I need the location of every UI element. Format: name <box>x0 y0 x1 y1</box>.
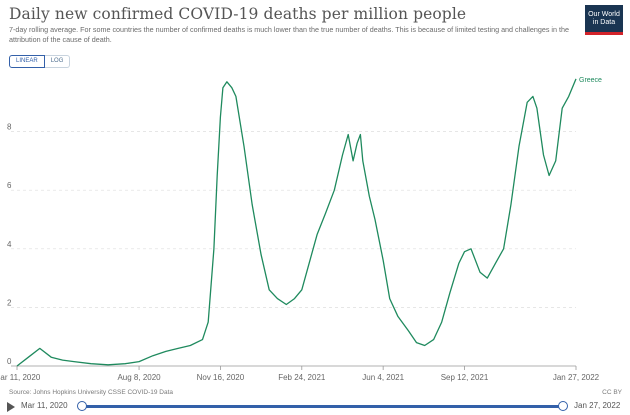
source-note[interactable]: Source: Johns Hopkins University CSSE CO… <box>9 389 174 396</box>
timeline-slider: Mar 11, 2020 Jan 27, 2022 <box>0 399 630 415</box>
series-line-greece <box>16 78 577 367</box>
line-chart: 0 2 4 6 8 Mar 11, 2020 Aug 8, 2020 Nov 16, 2020… <box>0 77 602 382</box>
log-scale-button[interactable]: LOG <box>44 55 71 68</box>
x-tick-label: Jan 27, 2022 <box>553 373 600 382</box>
x-tick-label: Nov 16, 2020 <box>197 373 245 382</box>
y-tick-label: 2 <box>7 298 12 307</box>
play-icon[interactable] <box>7 402 15 412</box>
chart-subtitle: 7-day rolling average. For some countrie… <box>9 25 569 44</box>
x-tick-label: Feb 24, 2021 <box>278 373 326 382</box>
y-tick-label: 8 <box>7 123 12 132</box>
x-tick-label: Sep 12, 2021 <box>441 373 489 382</box>
our-world-in-data-logo[interactable]: Our World in Data <box>585 5 623 35</box>
timeline-start-handle[interactable] <box>77 401 87 411</box>
x-tick-label: Mar 11, 2020 <box>0 373 41 382</box>
y-tick-label: 6 <box>7 181 12 190</box>
y-tick-label: 0 <box>7 357 12 366</box>
x-tick-label: Aug 8, 2020 <box>117 373 161 382</box>
timeline-end-label: Jan 27, 2022 <box>574 401 621 410</box>
timeline-track[interactable] <box>82 405 564 408</box>
series-label: Greece <box>579 77 602 84</box>
logo-line-1: Our World <box>588 10 620 18</box>
y-tick-label: 4 <box>7 240 12 249</box>
linear-scale-button[interactable]: LINEAR <box>9 55 45 68</box>
chart-title: Daily new confirmed COVID-19 deaths per … <box>9 5 467 23</box>
license-note[interactable]: CC BY <box>602 389 622 396</box>
timeline-start-label: Mar 11, 2020 <box>21 401 68 410</box>
logo-line-2: in Data <box>592 18 616 26</box>
scale-toggle: LINEAR LOG <box>9 55 71 68</box>
x-tick-label: Jun 4, 2021 <box>362 373 404 382</box>
timeline-end-handle[interactable] <box>558 401 568 411</box>
